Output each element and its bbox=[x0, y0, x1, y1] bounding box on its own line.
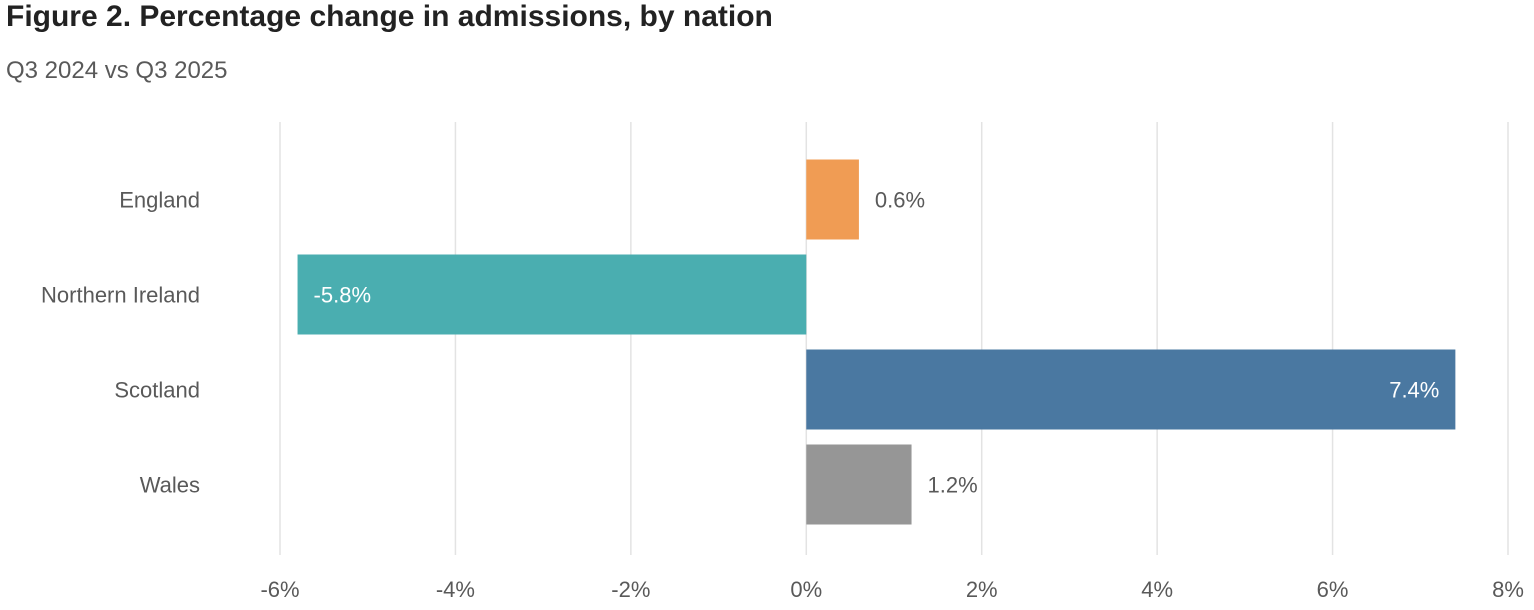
x-tick-label: 8% bbox=[1492, 577, 1524, 602]
x-tick-label: 2% bbox=[966, 577, 998, 602]
category-label-northern-ireland: Northern Ireland bbox=[41, 283, 200, 308]
x-tick-label: -6% bbox=[260, 577, 299, 602]
data-label-england: 0.6% bbox=[875, 188, 925, 213]
data-label-northern-ireland: -5.8% bbox=[314, 283, 371, 308]
x-tick-label: 4% bbox=[1141, 577, 1173, 602]
data-label-scotland: 7.4% bbox=[1389, 378, 1439, 403]
x-tick-label: 0% bbox=[790, 577, 822, 602]
bar-wales bbox=[806, 444, 912, 525]
bar-england bbox=[806, 159, 859, 240]
category-label-scotland: Scotland bbox=[114, 378, 200, 403]
category-labels: England Northern Ireland Scotland Wales bbox=[41, 188, 200, 498]
category-label-england: England bbox=[119, 188, 200, 213]
x-tick-label: 6% bbox=[1317, 577, 1349, 602]
x-axis-tick-labels: -6% -4% -2% 0% 2% 4% 6% 8% bbox=[260, 577, 1523, 602]
bar-northern-ireland bbox=[297, 254, 807, 335]
bar-scotland bbox=[806, 349, 1456, 430]
data-label-wales: 1.2% bbox=[928, 473, 978, 498]
x-tick-label: -4% bbox=[436, 577, 475, 602]
data-labels: 0.6% -5.8% 7.4% 1.2% bbox=[314, 188, 1440, 498]
category-label-wales: Wales bbox=[140, 473, 200, 498]
chart-title: Figure 2. Percentage change in admission… bbox=[6, 0, 773, 33]
chart-subtitle: Q3 2024 vs Q3 2025 bbox=[6, 57, 228, 84]
x-tick-label: -2% bbox=[611, 577, 650, 602]
bars bbox=[297, 159, 1456, 525]
